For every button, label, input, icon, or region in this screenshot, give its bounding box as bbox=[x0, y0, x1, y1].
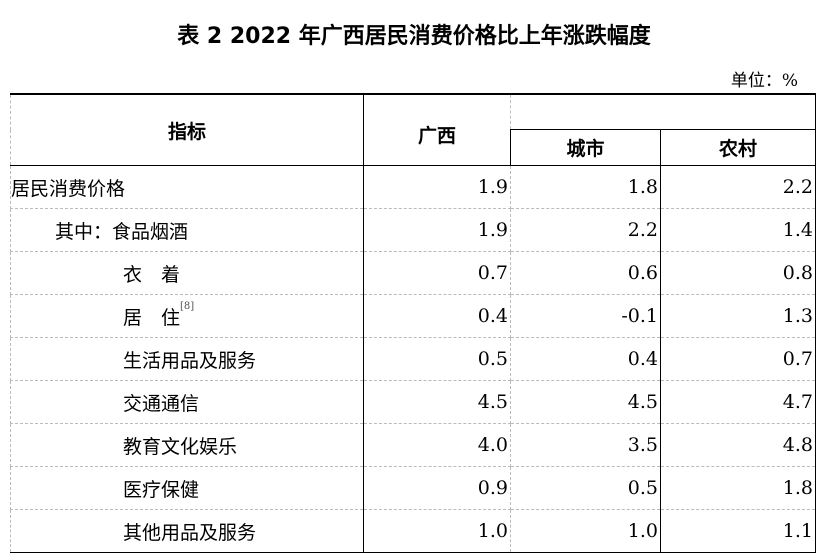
table-row: 生活用品及服务 0.5 0.4 0.7 bbox=[10, 337, 816, 381]
cell-urban: 2.2 bbox=[510, 208, 661, 252]
row-label-text: 交通通信 bbox=[123, 392, 200, 415]
cell-rural: 2.2 bbox=[660, 165, 816, 209]
cell-urban: 3.5 bbox=[510, 423, 661, 467]
cell-rural: 1.4 bbox=[660, 208, 816, 252]
row-label-text: 医疗保健 bbox=[123, 478, 200, 501]
cell-guangxi: 0.4 bbox=[363, 294, 511, 338]
row-label-text: 其中：食品烟酒 bbox=[55, 220, 189, 243]
cell-rural: 1.3 bbox=[660, 294, 816, 338]
cell-guangxi: 1.9 bbox=[363, 208, 511, 252]
row-label: 居 住[8] bbox=[10, 294, 364, 338]
row-label: 医疗保健 bbox=[10, 466, 364, 510]
cell-guangxi: 4.5 bbox=[363, 380, 511, 424]
row-label-text: 其他用品及服务 bbox=[123, 521, 257, 544]
row-label: 其中：食品烟酒 bbox=[10, 208, 364, 252]
cell-urban: -0.1 bbox=[510, 294, 661, 338]
row-label: 交通通信 bbox=[10, 380, 364, 424]
table-row: 交通通信 4.5 4.5 4.7 bbox=[10, 380, 816, 424]
cell-urban: 0.6 bbox=[510, 251, 661, 295]
cell-guangxi: 0.7 bbox=[363, 251, 511, 295]
row-label-text: 教育文化娱乐 bbox=[123, 435, 238, 458]
cell-rural: 4.7 bbox=[660, 380, 816, 424]
row-label-text: 居民消费价格 bbox=[11, 177, 126, 200]
table-row: 衣 着 0.7 0.6 0.8 bbox=[10, 251, 816, 295]
row-label: 其他用品及服务 bbox=[10, 509, 364, 553]
cell-urban: 0.4 bbox=[510, 337, 661, 381]
cell-rural: 1.8 bbox=[660, 466, 816, 510]
cell-guangxi: 0.5 bbox=[363, 337, 511, 381]
cell-rural: 1.1 bbox=[660, 509, 816, 553]
header-guangxi: 广西 bbox=[363, 93, 511, 166]
row-label-text: 居 住 bbox=[123, 306, 181, 329]
row-label-text: 生活用品及服务 bbox=[123, 349, 257, 372]
footnote-ref: [8] bbox=[180, 300, 195, 312]
cpi-table: 指标 广西 城市 农村 居民消费价格 1.9 1.8 2.2 其中：食品烟酒 1.9 2.2… bbox=[10, 93, 816, 553]
cell-rural: 0.7 bbox=[660, 337, 816, 381]
row-label-text: 衣 着 bbox=[123, 263, 181, 286]
cell-guangxi: 0.9 bbox=[363, 466, 511, 510]
cell-guangxi: 1.9 bbox=[363, 165, 511, 209]
table-row: 居民消费价格 1.9 1.8 2.2 bbox=[10, 165, 816, 209]
cell-guangxi: 1.0 bbox=[363, 509, 511, 553]
row-label: 生活用品及服务 bbox=[10, 337, 364, 381]
row-label: 教育文化娱乐 bbox=[10, 423, 364, 467]
cell-urban: 1.8 bbox=[510, 165, 661, 209]
cell-urban: 4.5 bbox=[510, 380, 661, 424]
header-group bbox=[510, 93, 816, 130]
table-row: 居 住[8] 0.4 -0.1 1.3 bbox=[10, 294, 816, 338]
header-urban: 城市 bbox=[510, 129, 661, 166]
header-indicator: 指标 bbox=[10, 93, 364, 166]
cell-rural: 0.8 bbox=[660, 251, 816, 295]
header-rural: 农村 bbox=[660, 129, 816, 166]
table-row: 教育文化娱乐 4.0 3.5 4.8 bbox=[10, 423, 816, 467]
table-row: 医疗保健 0.9 0.5 1.8 bbox=[10, 466, 816, 510]
cell-rural: 4.8 bbox=[660, 423, 816, 467]
row-label: 居民消费价格 bbox=[10, 165, 364, 209]
table-row: 其中：食品烟酒 1.9 2.2 1.4 bbox=[10, 208, 816, 252]
row-label: 衣 着 bbox=[10, 251, 364, 295]
cell-guangxi: 4.0 bbox=[363, 423, 511, 467]
table-row: 其他用品及服务 1.0 1.0 1.1 bbox=[10, 509, 816, 553]
unit-label: 单位：% bbox=[730, 71, 798, 91]
cell-urban: 1.0 bbox=[510, 509, 661, 553]
cell-urban: 0.5 bbox=[510, 466, 661, 510]
table-title: 表 2 2022 年广西居民消费价格比上年涨跌幅度 bbox=[177, 24, 651, 49]
